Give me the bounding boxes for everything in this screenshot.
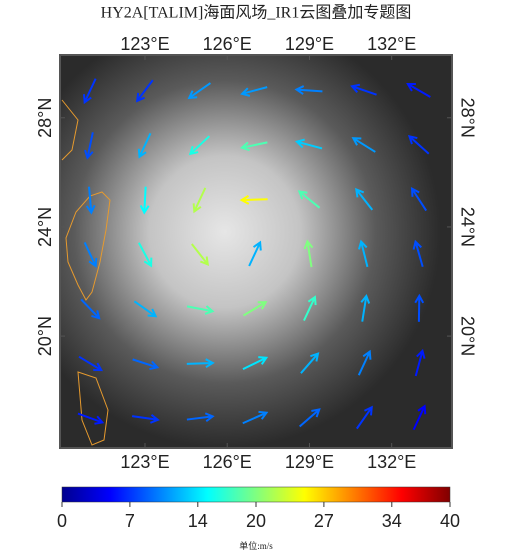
- wind-arrow: [84, 132, 94, 160]
- unit-label: 单位:m/s: [239, 540, 273, 551]
- wind-arrow: [303, 295, 317, 322]
- wind-arrow: [239, 141, 268, 152]
- wind-arrow: [350, 83, 377, 96]
- wind-arrow: [351, 137, 376, 153]
- wind-arrow: [132, 358, 160, 371]
- y-tick-label: 28°N: [457, 98, 477, 138]
- wind-arrow: [82, 78, 97, 105]
- wind-arrow: [242, 356, 269, 370]
- wind-arrow: [298, 408, 321, 428]
- wind-arrow: [414, 348, 426, 377]
- wind-arrow: [303, 239, 314, 268]
- wind-arrow: [191, 243, 210, 267]
- wind-arrow: [242, 301, 268, 317]
- colorbar: [61, 486, 451, 503]
- colorbar-tick-label: 27: [314, 511, 334, 531]
- wind-arrow: [294, 138, 323, 150]
- wind-arrow: [186, 358, 215, 369]
- wind-arrow: [139, 186, 150, 215]
- x-tick-label: 123°E: [120, 452, 169, 472]
- wind-arrow: [85, 186, 96, 215]
- wind-arrow: [135, 79, 154, 103]
- wind-arrow: [412, 239, 424, 268]
- coastline: [77, 371, 109, 446]
- colorbar-tick-label: 20: [246, 511, 266, 531]
- coastline: [61, 99, 79, 161]
- wind-arrow: [137, 132, 152, 159]
- x-tick-label: 132°E: [367, 452, 416, 472]
- wind-arrow: [242, 410, 269, 425]
- y-tick-label: 20°N: [457, 316, 477, 356]
- x-tick-label: 126°E: [203, 34, 252, 54]
- wind-arrow: [406, 82, 431, 98]
- wind-arrow: [248, 240, 262, 267]
- wind-arrow: [137, 242, 153, 268]
- x-tick-label: 126°E: [203, 452, 252, 472]
- wind-arrow: [192, 187, 207, 214]
- wind-arrow: [77, 412, 105, 425]
- wind-arrow: [357, 349, 372, 376]
- x-tick-label: 132°E: [367, 34, 416, 54]
- wind-arrow: [300, 352, 320, 374]
- wind-arrow: [83, 242, 98, 268]
- y-tick-label: 20°N: [35, 316, 55, 356]
- wind-arrow: [186, 412, 215, 423]
- y-tick-label: 28°N: [35, 98, 55, 138]
- colorbar-tick-label: 14: [188, 511, 208, 531]
- wind-arrow: [186, 305, 215, 315]
- title: HY2A[TALIM]海面风场_IR1云图叠加专题图: [101, 4, 412, 22]
- colorbar-tick-label: 34: [382, 511, 402, 531]
- wind-arrow: [356, 405, 373, 430]
- wind-arrow: [80, 298, 101, 320]
- wind-arrow: [355, 187, 374, 211]
- wind-arrow: [133, 300, 158, 318]
- wind-arrow: [410, 187, 428, 212]
- colorbar-tick-label: 40: [440, 511, 460, 531]
- x-tick-label: 129°E: [285, 452, 334, 472]
- colorbar-tick-label: 0: [57, 511, 67, 531]
- wind-arrow: [239, 195, 268, 205]
- wind-arrow: [187, 82, 212, 100]
- wind-arrow: [297, 190, 321, 209]
- wind-arrow: [360, 293, 371, 322]
- wind-arrow: [131, 414, 160, 424]
- y-tick-label: 24°N: [457, 207, 477, 247]
- wind-arrow: [414, 293, 425, 322]
- wind-arrow: [357, 239, 369, 268]
- coastline: [65, 191, 111, 301]
- wind-arrow: [240, 86, 268, 97]
- wind-arrow: [188, 135, 210, 156]
- map-frame: [59, 54, 453, 449]
- wind-arrow: [294, 85, 323, 95]
- colorbar-tick-label: 7: [125, 511, 135, 531]
- x-tick-label: 123°E: [120, 34, 169, 54]
- wind-arrow: [412, 404, 427, 431]
- wind-arrow: [78, 355, 104, 372]
- x-tick-label: 129°E: [285, 34, 334, 54]
- wind-arrow: [407, 135, 430, 155]
- y-tick-label: 24°N: [35, 207, 55, 247]
